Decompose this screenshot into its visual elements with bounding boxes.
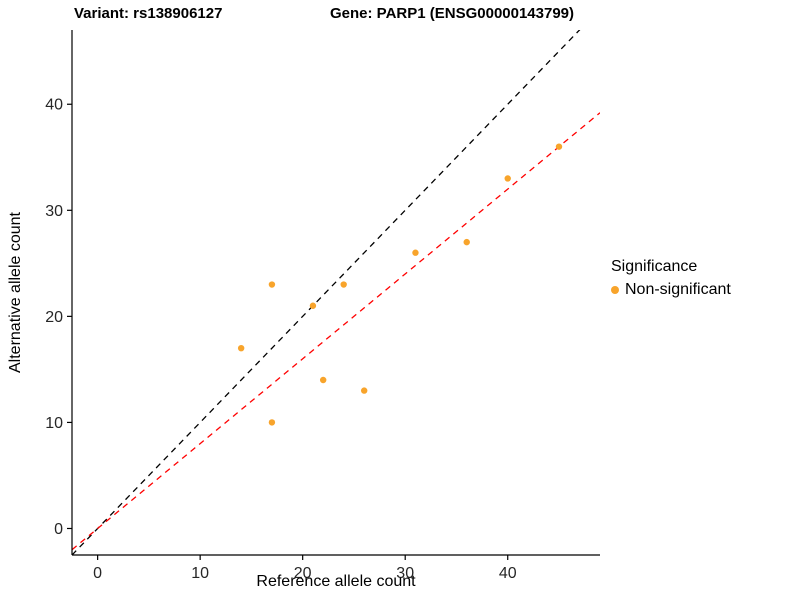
plot-title-gene: Gene: PARP1 (ENSG00000143799) — [330, 5, 575, 22]
data-point — [555, 143, 563, 150]
chart-text: 10 — [45, 415, 63, 432]
chart-text: Alternative allele count — [7, 211, 24, 373]
data-point — [412, 249, 419, 256]
chart-text: 0 — [93, 565, 102, 582]
legend-item-label: Non-significant — [625, 281, 731, 298]
legend: Significance Non-significant — [611, 258, 731, 299]
data-point — [237, 344, 245, 352]
data-point — [340, 281, 347, 288]
identity-line — [72, 30, 581, 555]
chart-text: Reference allele count — [256, 573, 416, 590]
chart-text: 10 — [191, 565, 209, 582]
data-point — [268, 281, 276, 288]
data-point — [463, 238, 470, 246]
legend-point-icon — [611, 286, 619, 294]
data-point — [309, 302, 317, 309]
plot-title-variant: Variant: rs138906127 — [74, 5, 223, 22]
chart-text: 40 — [45, 97, 63, 114]
regression-line — [72, 112, 600, 551]
chart-text: 20 — [294, 565, 312, 582]
chart-text: 40 — [499, 565, 517, 582]
chart-text: 0 — [54, 521, 63, 538]
data-point — [268, 419, 276, 426]
chart-text: 30 — [396, 565, 414, 582]
chart-text: 20 — [45, 309, 63, 326]
chart-text: 30 — [45, 203, 63, 220]
data-point — [319, 376, 327, 384]
data-point — [504, 175, 511, 182]
data-point — [360, 387, 368, 394]
legend-item: Non-significant — [611, 281, 731, 299]
legend-title: Significance — [611, 258, 698, 275]
